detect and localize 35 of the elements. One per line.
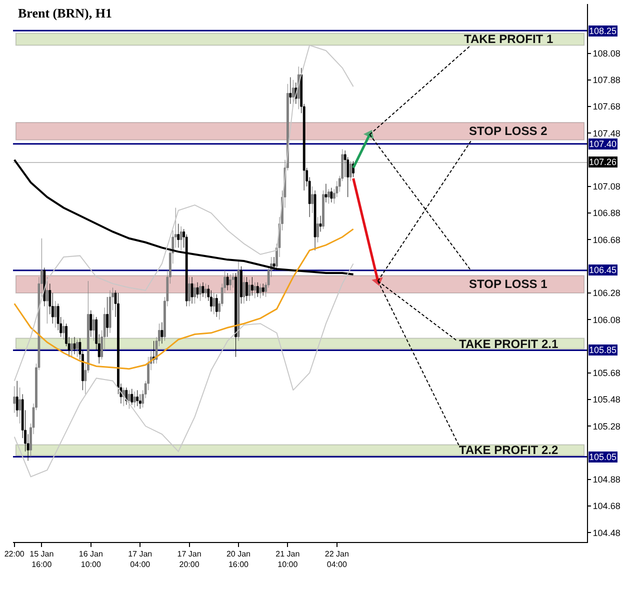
band-label: TAKE PROFIT 1 [464, 32, 554, 46]
ref-line-label: 105.85 [589, 345, 617, 355]
y-tick-label: 105.28 [592, 421, 620, 432]
ref-line-label: 107.40 [589, 139, 617, 149]
y-tick-label: 106.68 [592, 234, 620, 245]
x-tick-label: 16 Jan 10:00 [78, 550, 103, 569]
y-tick-label: 107.68 [592, 102, 620, 112]
x-tick-label: 17 Jan 20:00 [177, 550, 202, 569]
y-tick-label: 107.88 [592, 75, 620, 86]
y-tick-label: 104.68 [592, 501, 620, 512]
y-tick-label: 106.08 [592, 314, 620, 325]
ref-line-label: 106.45 [589, 265, 617, 275]
y-tick-label: 108.08 [592, 48, 620, 58]
chart-title: Brent (BRN), H1 [18, 6, 112, 21]
x-tick-label: 17 Jan 04:00 [128, 550, 152, 569]
x-tick-label: 15 Jan 16:00 [30, 550, 54, 569]
y-tick-label: 104.88 [592, 474, 620, 485]
y-tick-label: 105.48 [592, 394, 620, 405]
y-tick-label: 107.48 [592, 128, 620, 138]
band-label: STOP LOSS 1 [469, 277, 548, 291]
ref-line-label: 108.25 [589, 26, 617, 36]
x-tick-label: 20 Jan 16:00 [226, 550, 251, 569]
y-tick-label: 106.28 [592, 288, 620, 298]
y-tick-label: 107.08 [592, 182, 620, 192]
y-tick-label: 106.88 [592, 208, 620, 218]
band-label: TAKE PROFIT 2.1 [459, 337, 558, 351]
ref-line-label: 105.05 [589, 452, 617, 462]
y-tick-label: 105.68 [592, 368, 620, 378]
x-tick-label: 21 Jan 10:00 [276, 550, 300, 569]
band-label: TAKE PROFIT 2.2 [459, 443, 558, 457]
x-tick-label: 22 Jan 04:00 [324, 550, 349, 569]
ref-line-label: 107.26 [589, 157, 617, 167]
x-tick-label: 22:00 [4, 550, 25, 559]
band-label: STOP LOSS 2 [469, 124, 548, 138]
y-tick-label: 104.48 [592, 528, 620, 538]
